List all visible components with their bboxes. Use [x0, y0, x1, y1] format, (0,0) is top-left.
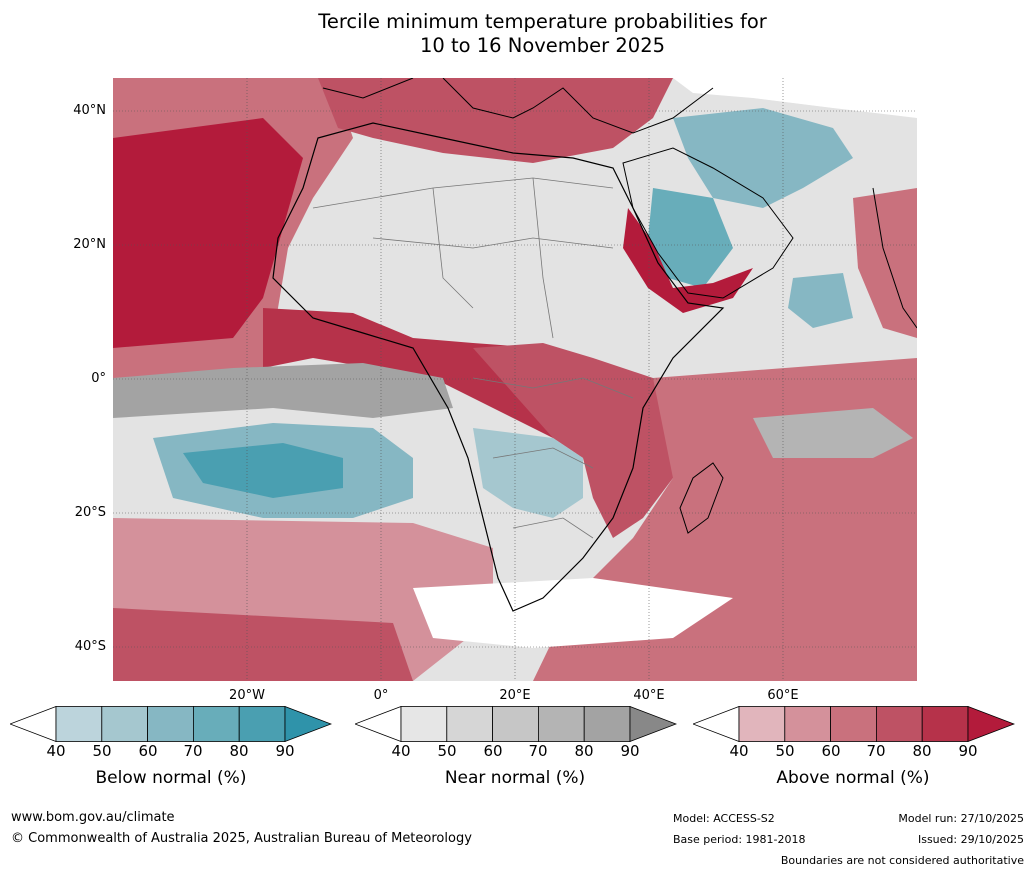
- colorbar-near-title: Near normal (%): [444, 768, 586, 788]
- colorbar-segment: [238, 706, 286, 742]
- southern-ocean-light-region: [413, 578, 733, 648]
- colorbar-above-title: Above normal (%): [776, 768, 930, 788]
- chart-title: Tercile minimum temperature probabilitie…: [0, 10, 1035, 58]
- gridlines: [113, 78, 917, 681]
- red-sea-above-region: [623, 208, 753, 313]
- footer-base-period: Base period: 1981-2018: [673, 833, 806, 846]
- colorbar-segment: [875, 706, 923, 742]
- tick-label: 40: [391, 742, 411, 760]
- tick-label: 80: [229, 742, 249, 760]
- lat-label-0: 0°: [91, 371, 106, 386]
- tick-label: 40: [729, 742, 749, 760]
- tick-label: 80: [574, 742, 594, 760]
- tick-label: 60: [483, 742, 503, 760]
- colorbar-min-arrow: [8, 705, 57, 743]
- equatorial-atlantic-near: [113, 363, 453, 418]
- colorbar-below: 40 50 60 70 80 90: [8, 705, 333, 760]
- middle-east-below-region: [673, 108, 853, 208]
- india-coastline: [872, 187, 917, 329]
- europe-above-region: [318, 78, 673, 163]
- tick-label: 70: [183, 742, 203, 760]
- lon-label-20w: 20°W: [229, 688, 265, 703]
- country-borders: [312, 177, 634, 539]
- colorbar-segment: [400, 706, 448, 742]
- lon-label-20e: 20°E: [499, 688, 531, 703]
- title-line-1: Tercile minimum temperature probabilitie…: [318, 10, 767, 33]
- footer-model-run: Model run: 27/10/2025: [898, 812, 1024, 825]
- map-svg: [113, 78, 917, 681]
- footer-website: www.bom.gov.au/climate: [11, 810, 175, 825]
- tick-label: 50: [775, 742, 795, 760]
- footer-issued: Issued: 29/10/2025: [917, 833, 1024, 846]
- footer-model: Model: ACCESS-S2: [673, 812, 775, 825]
- colorbar-segment: [537, 706, 585, 742]
- tick-label: 70: [866, 742, 886, 760]
- tick-label: 50: [437, 742, 457, 760]
- colorbar-segment: [738, 706, 786, 742]
- colorbar-near-svg: [353, 705, 678, 743]
- colorbar-below-title: Below normal (%): [95, 768, 247, 788]
- tick-label: 80: [912, 742, 932, 760]
- footer-copyright: © Commonwealth of Australia 2025, Austra…: [11, 831, 472, 846]
- north-atlantic-strong-above: [113, 118, 303, 348]
- colorbar-segment: [830, 706, 877, 742]
- tick-label: 50: [92, 742, 112, 760]
- lat-label-20s: 20°S: [74, 505, 106, 520]
- colorbar-segment: [55, 706, 103, 742]
- colorbar-segment: [101, 706, 149, 742]
- lat-label-40n: 40°N: [73, 103, 106, 118]
- colorbar-min-arrow: [691, 705, 740, 743]
- colorbar-min-arrow: [353, 705, 402, 743]
- arabia-coastline: [622, 147, 794, 299]
- south-atlantic-strong-below: [183, 443, 343, 498]
- arabia-below-region: [648, 188, 733, 288]
- colorbar-max-arrow: [284, 705, 333, 743]
- southern-africa-below-region: [473, 428, 583, 518]
- probability-map: [113, 78, 917, 681]
- lat-label-20n: 20°N: [73, 237, 106, 252]
- colorbar-above-svg: [691, 705, 1016, 743]
- colorbar-max-arrow: [629, 705, 678, 743]
- colorbar-below-svg: [8, 705, 333, 743]
- europe-coastline: [322, 78, 714, 134]
- colorbar-segment: [492, 706, 539, 742]
- footer-boundaries-note: Boundaries are not considered authoritat…: [780, 854, 1024, 867]
- lat-label-40s: 40°S: [74, 639, 106, 654]
- colorbar-segment: [784, 706, 832, 742]
- tick-label: 90: [958, 742, 978, 760]
- tick-label: 60: [138, 742, 158, 760]
- colorbar-max-arrow: [967, 705, 1016, 743]
- colorbar-segment: [147, 706, 194, 742]
- europe-white-patches: [673, 78, 917, 118]
- arabian-sea-below-patch: [788, 273, 853, 328]
- africa-coastline: [272, 122, 725, 612]
- colorbar-segment: [446, 706, 494, 742]
- indian-ocean-near-patch: [753, 408, 913, 458]
- south-atlantic-strong-above: [113, 608, 413, 681]
- colorbar-segment: [921, 706, 969, 742]
- colorbar-above: 40 50 60 70 80 90: [691, 705, 1016, 760]
- colorbar-segment: [583, 706, 631, 742]
- tick-label: 70: [528, 742, 548, 760]
- madagascar-coastline: [679, 462, 724, 534]
- lon-label-0: 0°: [373, 688, 389, 703]
- tick-label: 90: [620, 742, 640, 760]
- tick-label: 90: [275, 742, 295, 760]
- central-africa-above-region: [473, 343, 673, 538]
- title-line-2: 10 to 16 November 2025: [419, 34, 666, 57]
- colorbar-near: 40 50 60 70 80 90: [353, 705, 678, 760]
- lon-label-60e: 60°E: [767, 688, 799, 703]
- tick-label: 40: [46, 742, 66, 760]
- tick-label: 60: [821, 742, 841, 760]
- colorbar-segment: [192, 706, 240, 742]
- lon-label-40e: 40°E: [633, 688, 665, 703]
